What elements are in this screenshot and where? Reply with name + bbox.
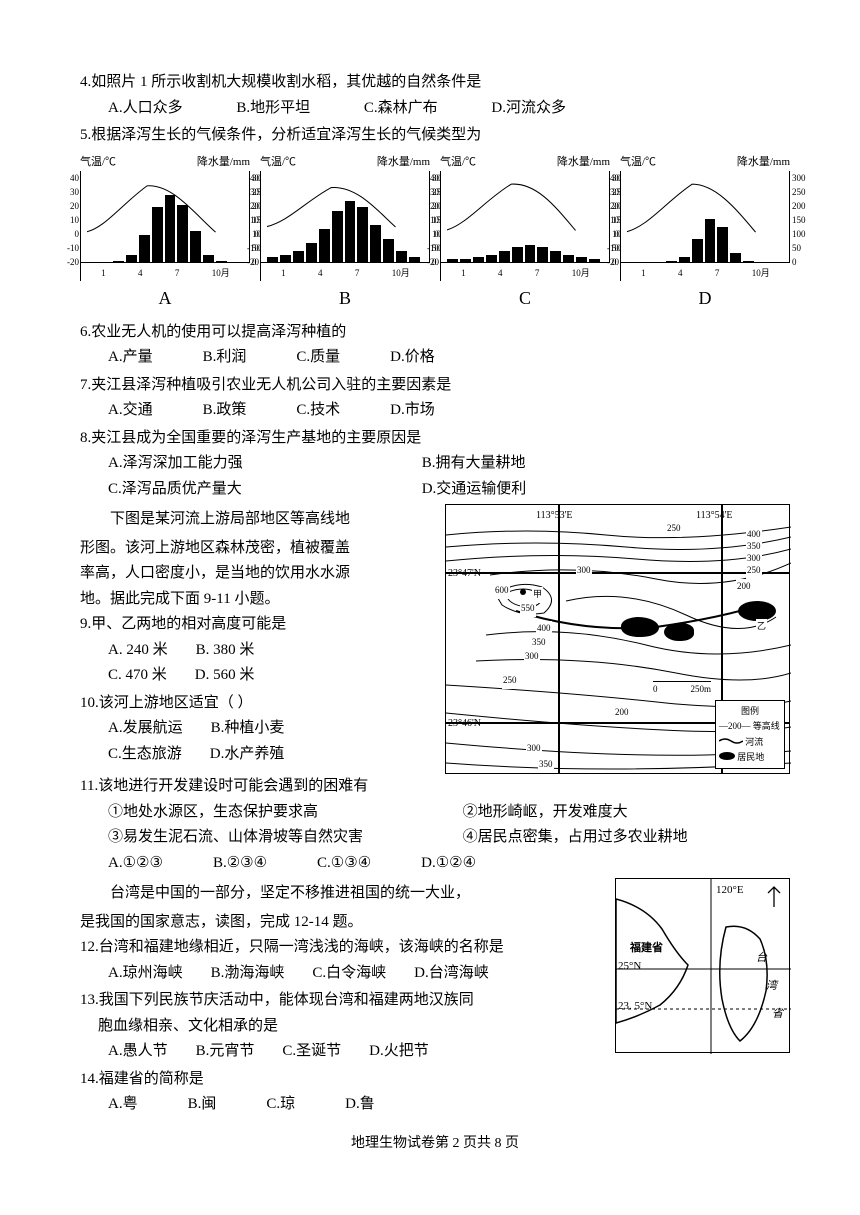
climate-chart-b: 气温/℃降水量/mm 403020100-10-20 3002502001501…	[260, 153, 430, 314]
q4-opt-a: A.人口众多	[108, 96, 183, 122]
question-5: 5.根据泽泻生长的气候条件，分析适宜泽泻生长的气候类型为	[80, 123, 790, 149]
topo-map: 113°53'E 113°54'E 23°47'N 23°46'N	[445, 504, 790, 774]
question-9: 9.甲、乙两地的相对高度可能是 A. 240 米B. 380 米 C. 470 …	[80, 612, 435, 689]
climate-chart-c: 气温/℃降水量/mm 403020100-10-20 3002502001501…	[440, 153, 610, 314]
question-13: 13.我国下列民族节庆活动中，能体现台湾和福建两地汉族同 胞血缘相亲、文化相承的…	[80, 988, 605, 1065]
question-6: 6.农业无人机的使用可以提高泽泻种植的 A.产量B.利润C.质量D.价格	[80, 320, 790, 371]
question-8: 8.夹江县成为全国重要的泽泻生产基地的主要原因是 A.泽泻深加工能力强B.拥有大…	[80, 426, 790, 503]
question-7: 7.夹江县泽泻种植吸引农业无人机公司入驻的主要因素是 A.交通B.政策C.技术D…	[80, 373, 790, 424]
question-11: 11.该地进行开发建设时可能会遇到的困难有 ①地处水源区，生态保护要求高②地形崎…	[80, 774, 790, 876]
question-12: 12.台湾和福建地缘相近，只隔一湾浅浅的海峡，该海峡的名称是 A.琼州海峡B.渤…	[80, 935, 605, 986]
taiwan-block: 台湾是中国的一部分，坚定不移推进祖国的统一大业， 是我国的国家意志，读图，完成 …	[80, 878, 790, 1067]
climate-chart-d: 气温/℃降水量/mm 403020100-10-20 3002502001501…	[620, 153, 790, 314]
climate-chart-a: 气温/℃ 降水量/mm 40 30 20 10 0 -10 -20 300 250…	[80, 153, 250, 314]
question-10: 10.该河上游地区适宜（ ） A.发展航运B.种植小麦 C.生态旅游D.水产养殖	[80, 691, 435, 768]
chart-a-plot: 40 30 20 10 0 -10 -20 300 250 200 150 10…	[80, 171, 250, 281]
q5-text: 5.根据泽泻生长的气候条件，分析适宜泽泻生长的气候类型为	[80, 123, 790, 149]
map-scale: 0250m	[653, 681, 711, 697]
question-4: 4.如照片 1 所示收割机大规模收割水稻，其优越的自然条件是 A.人口众多 B.…	[80, 70, 790, 121]
map-legend: 图例 —200— 等高线 河流 居民地	[715, 700, 785, 769]
q4-text: 4.如照片 1 所示收割机大规模收割水稻，其优越的自然条件是	[80, 70, 790, 96]
taiwan-map: 120°E 25°N 23. 5°N 福建省 台 湾 省	[615, 878, 790, 1053]
q4-options: A.人口众多 B.地形平坦 C.森林广布 D.河流众多	[80, 96, 790, 122]
axis-precip-label: 降水量/mm	[197, 153, 250, 172]
question-14: 14.福建省的简称是 A.粤B.闽C.琼D.鲁	[80, 1067, 790, 1118]
chart-a-label: A	[80, 283, 250, 314]
axis-temp-label: 气温/℃	[80, 153, 116, 172]
page-footer: 地理生物试卷第 2 页共 8 页	[80, 1132, 790, 1156]
q4-opt-d: D.河流众多	[491, 96, 566, 122]
climate-charts-row: 气温/℃ 降水量/mm 40 30 20 10 0 -10 -20 300 250…	[80, 153, 790, 314]
q4-opt-b: B.地形平坦	[236, 96, 310, 122]
topo-block: 下图是某河流上游局部地区等高线地 形图。该河上游地区森林茂密，植被覆盖 率高，人…	[80, 504, 790, 774]
q4-opt-c: C.森林广布	[364, 96, 438, 122]
